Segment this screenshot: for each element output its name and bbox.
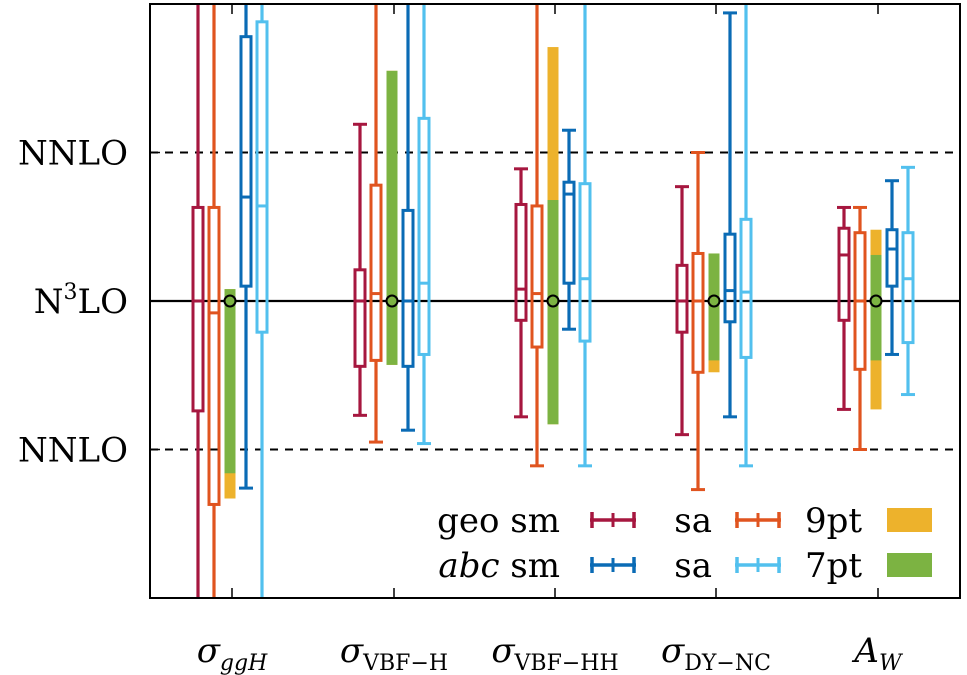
plot-frame	[149, 3, 961, 599]
box	[207, 205, 221, 506]
box	[578, 182, 592, 343]
errorbox-abc_sa	[417, 4, 431, 446]
legend-label-band: 9pt	[805, 501, 862, 541]
legend-label-sm: abc sm	[438, 546, 560, 586]
errorbox-geo_sa	[530, 4, 544, 468]
central-value-marker	[223, 294, 237, 308]
errorbox-abc_sm	[239, 4, 253, 490]
central-value-marker	[869, 294, 883, 308]
box	[739, 217, 753, 359]
legend-label-sa: sa	[674, 546, 712, 586]
box	[191, 205, 205, 413]
x-category-label: σVBF−H	[340, 631, 448, 675]
box	[885, 228, 899, 288]
errorbox-geo_sa	[691, 151, 705, 492]
errorbox-geo_sa	[207, 4, 221, 598]
legend-label-sa: sa	[674, 501, 712, 541]
plot-area	[149, 3, 961, 599]
box	[691, 251, 705, 374]
band-pt7	[870, 254, 882, 361]
legend-row: abc sm sa 7pt	[438, 546, 932, 586]
errorbox-abc_sm	[885, 179, 899, 356]
errorbox-geo_sm	[837, 205, 851, 411]
box	[530, 204, 544, 349]
x-category-label: AW	[851, 631, 904, 675]
errorbox-geo_sm	[353, 122, 367, 417]
box	[901, 231, 915, 345]
legend: geo sm sa 9pt abc sm sa 7pt	[437, 501, 932, 586]
box	[562, 180, 576, 285]
x-category-label: σDY−NC	[661, 631, 771, 675]
box	[417, 116, 431, 356]
box	[353, 268, 367, 368]
box	[369, 183, 383, 362]
y-tick-labels: NNLO N3LO NNLO	[18, 134, 128, 471]
errorbox-geo_sm	[675, 185, 689, 437]
central-value-marker	[385, 294, 399, 308]
central-value-marker	[707, 294, 721, 308]
errorbox-abc_sm	[401, 4, 415, 432]
errorbox-geo_sa	[853, 205, 867, 451]
legend-label-sm: geo sm	[437, 501, 560, 541]
legend-label-band: 7pt	[805, 546, 862, 586]
legend-swatch-band	[887, 508, 932, 532]
box	[837, 226, 851, 322]
legend-row: geo sm sa 9pt	[437, 501, 932, 541]
errorbox-abc_sm	[723, 11, 737, 419]
box	[255, 20, 269, 334]
x-category-label: σggH	[197, 631, 268, 675]
box	[401, 208, 415, 368]
box	[514, 202, 528, 322]
central-value-marker	[546, 294, 560, 308]
errorbox-geo_sm	[191, 4, 205, 598]
errorbox-abc_sa	[739, 4, 753, 468]
x-tick-labels: σggH σVBF−H σVBF−HH σDY−NC AW	[197, 631, 904, 675]
box	[675, 263, 689, 334]
legend-swatch-band	[887, 553, 932, 577]
errorbox-abc_sa	[255, 4, 269, 598]
band-pt7	[386, 70, 398, 365]
errorbox-abc_sm	[562, 128, 576, 331]
y-tick-label: NNLO	[18, 134, 128, 174]
errorbox-geo_sa	[369, 4, 383, 444]
box	[239, 35, 253, 288]
errorbox-abc_sa	[901, 165, 915, 397]
band-pt7	[547, 200, 559, 425]
errorbox-geo_sm	[514, 167, 528, 419]
box	[723, 232, 737, 324]
y-tick-label: NNLO	[18, 431, 128, 471]
errorbox-abc_sa	[578, 4, 592, 468]
y-tick-label: N3LO	[34, 280, 128, 322]
band-pt7	[224, 289, 236, 474]
x-category-label: σVBF−HH	[491, 631, 618, 675]
